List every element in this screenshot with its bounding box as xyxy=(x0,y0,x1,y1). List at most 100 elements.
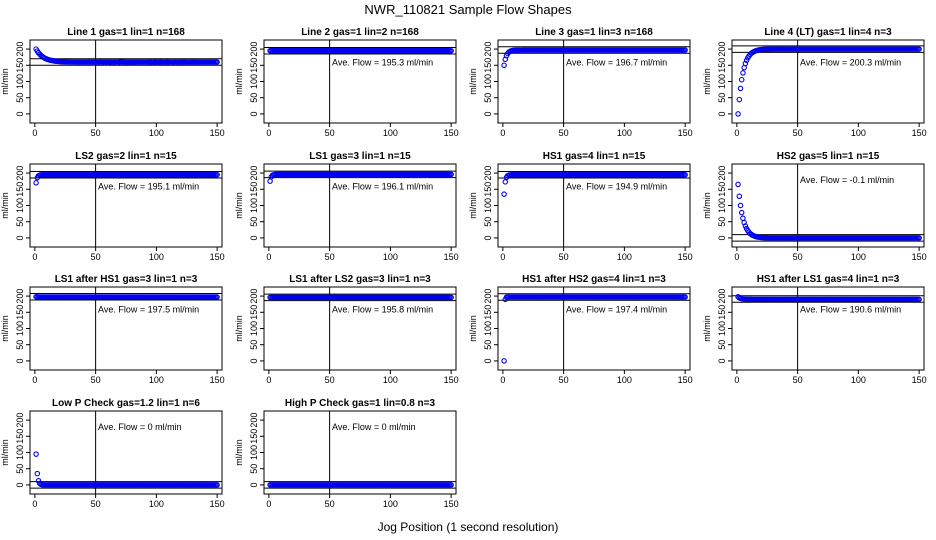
average-flow-annotation: Ave. Flow = 195.3 ml/min xyxy=(332,57,433,67)
data-point xyxy=(501,62,507,69)
data-point xyxy=(735,181,741,188)
y-tick-label: 0 xyxy=(483,235,493,240)
data-point xyxy=(738,209,745,216)
x-tick-label: 50 xyxy=(325,252,335,262)
average-flow-annotation: Ave. Flow = -0.1 ml/min xyxy=(800,175,894,185)
x-tick-label: 150 xyxy=(210,499,225,509)
y-tick-label: 0 xyxy=(717,111,727,116)
data-point xyxy=(448,482,454,488)
data-point xyxy=(742,60,749,67)
panel-title: HS1 after HS2 gas=4 lin=1 n=3 xyxy=(522,274,666,285)
y-tick-label: 0 xyxy=(717,358,727,363)
y-tick-label: 150 xyxy=(15,58,25,73)
y-tick-label: 200 xyxy=(249,166,259,181)
x-tick-label: 100 xyxy=(617,252,632,262)
y-axis-label: ml/min xyxy=(0,439,10,466)
x-tick-label: 0 xyxy=(734,252,739,262)
x-tick-label: 100 xyxy=(383,375,398,385)
x-tick-label: 100 xyxy=(851,252,866,262)
data-point xyxy=(916,235,922,241)
y-tick-label: 150 xyxy=(249,58,259,73)
y-tick-label: 200 xyxy=(15,42,25,57)
data-point xyxy=(682,47,688,53)
chart-panel: HS1 after LS1 gas=4 lin=1 n=30 50 100 15005… xyxy=(702,274,927,385)
panel-title: High P Check gas=1 lin=0.8 n=3 xyxy=(285,398,436,409)
x-tick-label: 0 xyxy=(734,375,739,385)
plot-frame xyxy=(29,39,223,124)
chart-panel: LS1 after HS1 gas=3 lin=1 n=30 50 100 15005… xyxy=(0,274,225,385)
y-tick-label: 200 xyxy=(717,42,727,57)
y-tick-label: 150 xyxy=(15,429,25,444)
y-tick-label: 50 xyxy=(249,340,259,350)
data-point xyxy=(737,85,744,92)
x-tick-label: 0 xyxy=(32,499,37,509)
y-tick-label: 150 xyxy=(483,182,493,197)
data-point xyxy=(740,70,746,76)
data-point xyxy=(448,47,454,54)
y-tick-label: 50 xyxy=(483,217,493,227)
chart-panel: Low P Check gas=1.2 lin=1 n=60 50 100 15005… xyxy=(0,398,225,509)
y-tick-label: 100 xyxy=(249,321,259,336)
panel-title: LS1 gas=3 lin=1 n=15 xyxy=(309,151,411,162)
y-axis-label: ml/min xyxy=(234,439,244,466)
panel-title: LS2 gas=2 lin=1 n=15 xyxy=(75,151,177,162)
average-flow-annotation: Ave. Flow = 197.5 ml/min xyxy=(98,304,199,314)
y-tick-label: 100 xyxy=(483,198,493,213)
y-tick-label: 100 xyxy=(717,74,727,89)
y-tick-label: 100 xyxy=(249,198,259,213)
y-tick-label: 150 xyxy=(249,305,259,320)
y-tick-label: 150 xyxy=(483,58,493,73)
x-tick-label: 50 xyxy=(559,128,569,138)
panel-title: Low P Check gas=1.2 lin=1 n=6 xyxy=(52,398,200,409)
x-tick-label: 50 xyxy=(559,375,569,385)
x-tick-label: 0 xyxy=(500,128,505,138)
x-tick-label: 150 xyxy=(210,128,225,138)
data-point xyxy=(735,111,741,117)
average-flow-annotation: Ave. Flow = 0 ml/min xyxy=(98,422,182,432)
panel-title: LS1 after LS2 gas=3 lin=1 n=3 xyxy=(289,274,431,285)
x-tick-label: 0 xyxy=(32,375,37,385)
y-tick-label: 50 xyxy=(483,340,493,350)
panel-title: Line 4 (LT) gas=1 lin=4 n=3 xyxy=(764,27,892,38)
y-tick-label: 0 xyxy=(15,111,25,116)
data-point xyxy=(682,294,688,300)
x-tick-label: 0 xyxy=(32,252,37,262)
data-point xyxy=(33,451,39,457)
data-point xyxy=(737,202,744,209)
average-flow-annotation: Ave. Flow = 190.6 ml/min xyxy=(800,304,901,314)
x-tick-label: 50 xyxy=(793,252,803,262)
x-tick-label: 50 xyxy=(91,252,101,262)
y-axis-label: ml/min xyxy=(0,192,10,219)
y-tick-label: 50 xyxy=(483,93,493,103)
data-point xyxy=(214,171,220,178)
x-tick-label: 0 xyxy=(266,252,271,262)
figure-title: NWR_110821 Sample Flow Shapes xyxy=(364,2,572,17)
data-point xyxy=(267,178,273,184)
x-tick-label: 150 xyxy=(444,499,459,509)
y-tick-label: 0 xyxy=(483,358,493,363)
y-axis-label: ml/min xyxy=(702,315,712,342)
x-tick-label: 100 xyxy=(617,375,632,385)
data-point xyxy=(916,296,922,303)
panel-title: HS2 gas=5 lin=1 n=15 xyxy=(777,151,880,162)
x-tick-label: 100 xyxy=(851,128,866,138)
y-tick-label: 50 xyxy=(717,340,727,350)
x-tick-label: 0 xyxy=(266,375,271,385)
x-tick-label: 100 xyxy=(149,499,164,509)
x-tick-label: 50 xyxy=(91,128,101,138)
y-tick-label: 50 xyxy=(717,93,727,103)
y-tick-label: 150 xyxy=(717,305,727,320)
x-tick-label: 100 xyxy=(149,128,164,138)
y-tick-label: 100 xyxy=(717,321,727,336)
y-tick-label: 50 xyxy=(15,340,25,350)
y-tick-label: 0 xyxy=(717,235,727,240)
y-tick-label: 150 xyxy=(15,305,25,320)
y-axis-label: ml/min xyxy=(0,315,10,342)
data-point xyxy=(214,482,220,488)
average-flow-annotation: Ave. Flow = 200.3 ml/min xyxy=(800,57,901,67)
chart-panel: LS1 gas=3 lin=1 n=150 50 100 15005010015020… xyxy=(234,151,459,262)
y-tick-label: 200 xyxy=(483,42,493,57)
data-point xyxy=(742,223,749,229)
